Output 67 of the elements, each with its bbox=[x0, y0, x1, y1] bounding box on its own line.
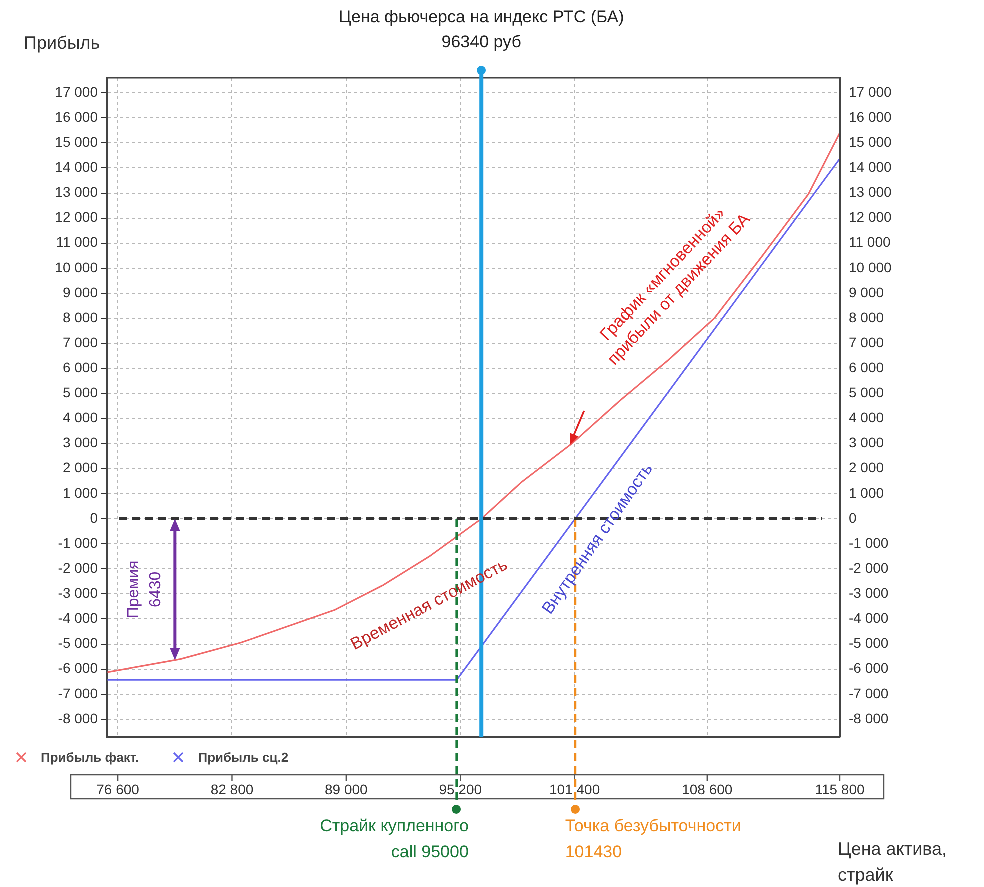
y-tick-label: 10 000 bbox=[55, 259, 98, 276]
y2-tick-label: 14 000 bbox=[849, 159, 892, 176]
y-tick-label: 14 000 bbox=[55, 159, 98, 176]
ref-line-label: Страйк купленного call 95000 bbox=[320, 816, 469, 862]
y2-tick-label: 1 000 bbox=[849, 484, 884, 501]
x-tick-label: 95 200 bbox=[439, 781, 482, 798]
y2-tick-label: 10 000 bbox=[849, 259, 892, 276]
x-axis-title: Цена актива, страйк bbox=[838, 838, 948, 885]
y-tick-label: -1 000 bbox=[58, 534, 98, 551]
y2-tick-label: -4 000 bbox=[849, 610, 889, 626]
y-tick-label: -7 000 bbox=[58, 685, 98, 702]
y2-tick-label: -5 000 bbox=[849, 635, 889, 652]
y-tick-label: 17 000 bbox=[55, 84, 98, 100]
y-tick-label: 12 000 bbox=[55, 209, 98, 226]
y-tick-label: 3 000 bbox=[62, 434, 98, 451]
y2-tick-label: -8 000 bbox=[849, 710, 889, 726]
y-tick-label: -8 000 bbox=[58, 710, 98, 726]
y-tick-label: 4 000 bbox=[62, 410, 98, 426]
y-tick-label: 15 000 bbox=[55, 134, 98, 150]
x-tick-label: 101 400 bbox=[549, 781, 600, 798]
y2-tick-label: 12 000 bbox=[849, 209, 892, 226]
x-tick-label: 115 800 bbox=[815, 781, 865, 798]
y-tick-label: -6 000 bbox=[58, 660, 98, 676]
y-tick-label: 8 000 bbox=[62, 309, 98, 326]
y-tick-label: 1 000 bbox=[62, 484, 98, 501]
x-tick-label: 108 600 bbox=[682, 781, 733, 798]
y2-tick-label: 17 000 bbox=[849, 84, 892, 100]
y2-tick-label: 2 000 bbox=[849, 460, 884, 476]
y2-tick-label: 6 000 bbox=[849, 360, 884, 376]
y-tick-label: 2 000 bbox=[62, 460, 98, 476]
y2-tick-label: 4 000 bbox=[849, 410, 884, 426]
legend-label: Прибыль сц.2 bbox=[198, 750, 289, 765]
x-tick-label: 89 000 bbox=[325, 781, 368, 798]
y2-tick-label: -7 000 bbox=[849, 685, 889, 702]
y2-tick-label: 5 000 bbox=[849, 384, 884, 401]
y2-tick-label: 8 000 bbox=[849, 309, 884, 326]
y2-tick-label: 13 000 bbox=[849, 184, 892, 200]
legend-label: Прибыль факт. bbox=[41, 750, 140, 765]
ref-line-label: Цена фьючерса на индекс РТС (БА) 96340 руб bbox=[338, 8, 624, 52]
y-tick-label: 7 000 bbox=[62, 334, 98, 350]
y2-tick-label: -1 000 bbox=[849, 534, 889, 551]
x-tick-label: 82 800 bbox=[210, 781, 254, 798]
y-axis-title: Прибыль bbox=[24, 32, 100, 53]
annotation: Премия 6430 bbox=[126, 560, 165, 619]
y-tick-label: -2 000 bbox=[58, 560, 98, 576]
y-tick-label: -3 000 bbox=[58, 585, 98, 602]
y-tick-label: 11 000 bbox=[56, 234, 98, 250]
y2-tick-label: 15 000 bbox=[849, 134, 892, 150]
y-tick-label: -4 000 bbox=[58, 610, 98, 626]
ref-line-label: Точка безубыточности 101430 bbox=[565, 816, 742, 862]
y-tick-label: 9 000 bbox=[62, 284, 98, 300]
y-tick-label: 6 000 bbox=[62, 360, 98, 376]
y-tick-label: 16 000 bbox=[55, 108, 98, 125]
y-tick-label: 5 000 bbox=[62, 384, 98, 401]
y2-tick-label: 7 000 bbox=[849, 334, 884, 350]
y2-tick-label: 16 000 bbox=[849, 108, 892, 125]
x-tick-label: 76 600 bbox=[96, 781, 140, 798]
y2-tick-label: 3 000 bbox=[849, 434, 884, 451]
y2-tick-label: 11 000 bbox=[849, 234, 891, 250]
y2-tick-label: -6 000 bbox=[849, 660, 889, 676]
y2-tick-label: -3 000 bbox=[849, 585, 889, 602]
y2-tick-label: 0 bbox=[849, 510, 857, 526]
y2-tick-label: 9 000 bbox=[849, 284, 884, 300]
y2-tick-label: -2 000 bbox=[849, 560, 889, 576]
y-tick-label: 13 000 bbox=[55, 184, 98, 200]
y-tick-label: -5 000 bbox=[58, 635, 98, 652]
y-tick-label: 0 bbox=[90, 510, 98, 526]
